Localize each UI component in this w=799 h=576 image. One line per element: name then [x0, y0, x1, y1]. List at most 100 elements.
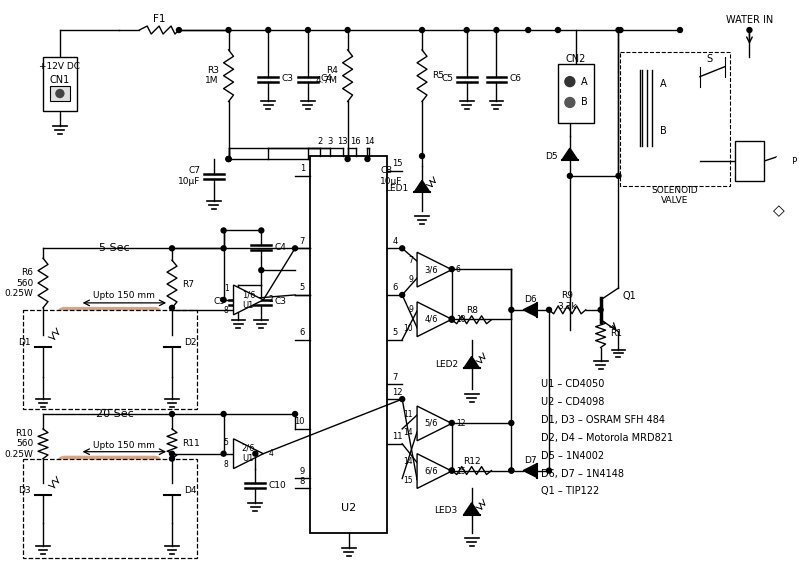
Circle shape [400, 397, 404, 401]
Polygon shape [417, 406, 451, 441]
Text: B: B [581, 97, 587, 108]
Text: S: S [706, 54, 713, 64]
Text: TAP: TAP [782, 157, 797, 165]
Bar [310, 156, 388, 533]
Text: C6: C6 [509, 74, 521, 83]
Polygon shape [417, 252, 451, 287]
Text: LED1: LED1 [385, 184, 408, 193]
Text: U1 – CD4050: U1 – CD4050 [541, 379, 605, 389]
Text: D2, D4 – Motorola MRD821: D2, D4 – Motorola MRD821 [541, 433, 674, 443]
Text: Q1: Q1 [622, 291, 636, 301]
Text: 10: 10 [455, 314, 465, 324]
Circle shape [598, 308, 603, 312]
Circle shape [221, 228, 226, 233]
Text: 10: 10 [295, 418, 305, 426]
Polygon shape [463, 503, 479, 515]
Text: D1, D3 – OSRAM SFH 484: D1, D3 – OSRAM SFH 484 [541, 415, 665, 425]
Text: A: A [660, 78, 667, 89]
Polygon shape [233, 285, 264, 315]
Text: CN1: CN1 [50, 75, 70, 85]
FancyBboxPatch shape [57, 456, 162, 546]
Text: C7
10μF: C7 10μF [178, 166, 201, 185]
Text: A: A [581, 77, 587, 86]
Text: R6
560
0.25W: R6 560 0.25W [4, 268, 33, 298]
Polygon shape [35, 335, 51, 347]
Text: R3
1M: R3 1M [205, 66, 219, 85]
Text: 7: 7 [300, 237, 305, 246]
Text: 9: 9 [408, 275, 413, 283]
Text: 5: 5 [300, 283, 305, 293]
Polygon shape [164, 335, 180, 347]
Text: 8: 8 [300, 477, 305, 486]
Text: B: B [660, 126, 667, 137]
Text: SOLENOID
VALVE: SOLENOID VALVE [652, 186, 698, 206]
Text: C10: C10 [268, 481, 286, 490]
Text: 12: 12 [455, 419, 465, 428]
Text: 15: 15 [392, 160, 403, 168]
Polygon shape [414, 180, 430, 192]
Circle shape [526, 28, 531, 32]
Text: D1: D1 [18, 338, 31, 347]
Circle shape [345, 28, 350, 32]
Circle shape [266, 28, 271, 32]
Text: 2/6
U1: 2/6 U1 [241, 444, 255, 464]
Text: 5 Sec: 5 Sec [99, 243, 129, 253]
Text: F1: F1 [153, 14, 165, 24]
Text: 5: 5 [392, 328, 398, 337]
Bar [43, 57, 77, 111]
Circle shape [221, 297, 226, 302]
Text: 15: 15 [455, 467, 465, 476]
Text: 1: 1 [224, 285, 229, 294]
Text: R5: R5 [432, 71, 444, 80]
Text: D6: D6 [524, 295, 536, 304]
Text: U2 – CD4098: U2 – CD4098 [541, 397, 605, 407]
Polygon shape [164, 483, 180, 495]
Text: 2: 2 [268, 295, 273, 304]
Polygon shape [417, 302, 451, 336]
Circle shape [169, 246, 174, 251]
Circle shape [464, 28, 469, 32]
Text: 14: 14 [403, 457, 413, 466]
Text: D2: D2 [184, 338, 197, 347]
Text: R12: R12 [463, 457, 480, 466]
Text: R10
560
0.25W: R10 560 0.25W [4, 429, 33, 458]
Circle shape [678, 28, 682, 32]
Bar [621, 52, 729, 186]
Text: 3: 3 [327, 137, 332, 146]
Circle shape [419, 154, 424, 158]
Circle shape [565, 97, 574, 107]
Circle shape [449, 317, 455, 322]
Circle shape [252, 451, 258, 456]
Text: C8
10μF: C8 10μF [380, 166, 403, 185]
Circle shape [259, 228, 264, 233]
Polygon shape [417, 454, 451, 488]
Circle shape [221, 411, 226, 416]
Text: 9: 9 [408, 305, 413, 314]
Text: R1: R1 [610, 329, 622, 338]
Circle shape [565, 77, 574, 86]
Text: ◇: ◇ [773, 203, 785, 218]
Text: LED3: LED3 [435, 506, 458, 516]
Text: D5 – 1N4002: D5 – 1N4002 [541, 450, 604, 461]
Text: 11: 11 [392, 433, 403, 441]
Circle shape [616, 28, 621, 32]
Circle shape [259, 268, 264, 272]
Text: D4: D4 [184, 486, 197, 495]
Circle shape [169, 305, 174, 310]
Text: 15: 15 [403, 476, 413, 485]
Circle shape [449, 468, 455, 473]
Text: D5: D5 [546, 151, 558, 161]
Polygon shape [562, 148, 578, 160]
Circle shape [618, 28, 623, 32]
Circle shape [547, 308, 551, 312]
Text: 5/6: 5/6 [425, 419, 438, 428]
Circle shape [494, 28, 499, 32]
Text: 14: 14 [403, 429, 413, 437]
Text: 4/6: 4/6 [425, 314, 438, 324]
Text: U2: U2 [341, 503, 356, 513]
Text: 6/6: 6/6 [424, 467, 439, 476]
Text: WATER IN: WATER IN [725, 15, 773, 25]
Text: 6: 6 [300, 328, 305, 337]
Text: Upto 150 mm: Upto 150 mm [93, 291, 155, 301]
Text: 2: 2 [317, 137, 323, 146]
